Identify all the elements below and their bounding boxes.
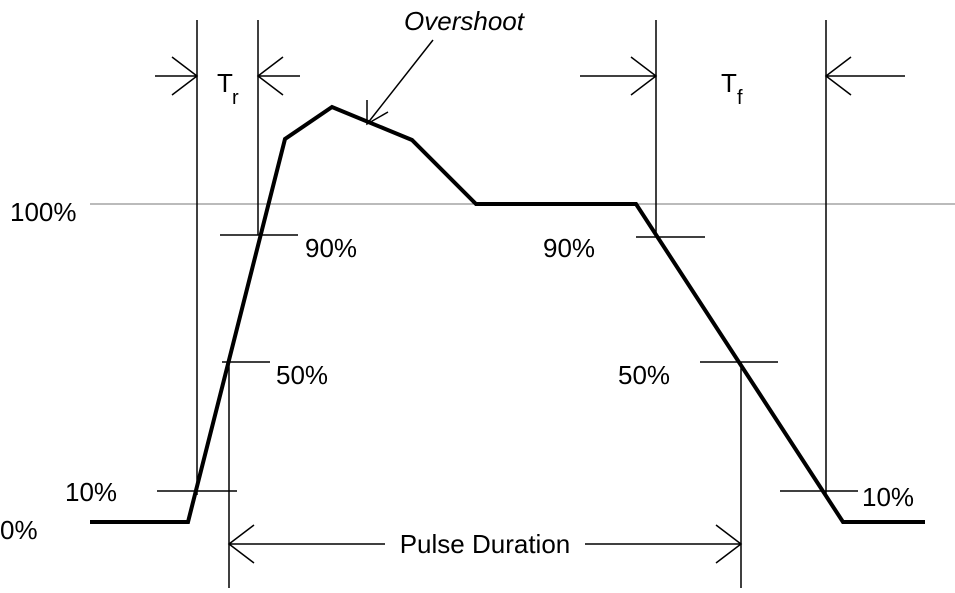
rise-arrow-right [256,56,300,96]
overshoot-arrow [366,39,434,126]
fall-arrow-left [580,56,658,96]
fall-time-symbol: T [721,68,737,98]
level-50-left-label: 50% [276,360,328,390]
rise-time-symbol: T [217,68,233,98]
level-90-right-label: 90% [543,233,595,263]
pulse-duration-label: Pulse Duration [400,529,571,559]
level-0-label: 0% [0,515,38,545]
level-100-label: 100% [10,197,77,227]
fall-arrow-right [824,56,905,96]
fall-time-subscript: f [737,87,743,109]
pulse-duration-arrow [227,524,743,564]
waveform [90,104,925,524]
level-90-left-label: 90% [305,233,357,263]
level-50-right-label: 50% [618,360,670,390]
level-10-left-label: 10% [65,477,117,507]
rise-arrow-left [155,56,199,96]
rise-time-subscript: r [232,87,239,109]
level-10-right-label: 10% [862,482,914,512]
overshoot-label: Overshoot [404,6,526,36]
